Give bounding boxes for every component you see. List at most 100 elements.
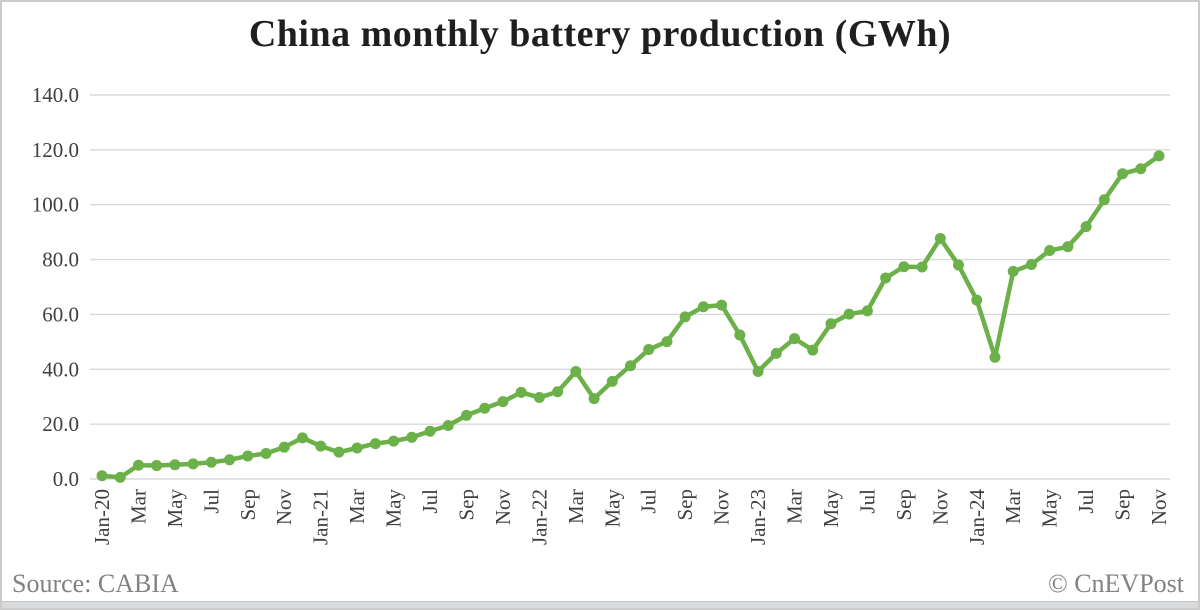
data-point-marker [315,440,327,452]
data-point-marker [1080,221,1092,233]
data-point-marker [570,365,582,377]
x-tick-label: Jan-20 [90,489,114,545]
data-point-marker [187,458,199,470]
data-point-marker [1117,168,1129,180]
chart-title: China monthly battery production (GWh) [248,13,952,55]
data-point-marker [351,442,363,454]
x-tick-label: May [600,489,624,528]
data-point-marker [953,259,965,271]
data-point-marker [369,438,381,450]
x-tick-label: Jul [855,489,879,514]
y-tick-label: 0.0 [53,467,79,491]
x-tick-label: Jan-24 [965,489,989,545]
data-point-marker [388,435,400,447]
y-tick-label: 100.0 [32,193,79,217]
x-tick-label: Nov [928,489,952,526]
x-tick-label: May [163,489,187,528]
data-point-marker [260,447,272,459]
data-point-marker [971,294,983,306]
x-tick-label: Sep [1111,489,1135,521]
data-point-marker [861,305,873,317]
data-point-marker [989,351,1001,363]
data-point-marker [205,456,217,468]
data-point-marker [1135,163,1147,175]
x-tick-label: Jan-23 [746,489,770,545]
x-tick-label: Jan-21 [309,489,333,545]
x-tick-label: Mar [126,489,150,524]
data-point-marker [497,396,509,408]
y-tick-label: 60.0 [42,302,79,326]
x-tick-label: Jul [418,489,442,514]
x-tick-label: Jul [637,489,661,514]
data-point-marker [224,454,236,466]
battery-production-line-chart: 0.0 20.0 40.0 60.0 80.0 100.0 120.0 140.0 Jan-20… [32,83,1171,545]
x-tick-label: Sep [892,489,916,521]
data-point-marker [169,459,181,471]
x-tick-label: Sep [454,489,478,521]
data-point-marker [716,299,728,311]
data-point-marker [1062,241,1074,253]
data-point-marker [679,311,691,323]
data-point-marker [625,360,636,372]
y-tick-label: 140.0 [32,83,79,107]
data-point-marker [424,425,436,437]
data-point-marker [1025,259,1037,271]
y-tick-label: 20.0 [42,412,79,436]
y-tick-label: 40.0 [42,357,79,381]
data-point-marker [825,318,837,330]
x-tick-label: Nov [272,489,296,526]
data-point-marker [734,329,746,341]
data-point-marker [132,459,144,471]
x-tick-label: Mar [564,489,588,524]
data-point-marker [934,232,946,244]
data-point-marker [242,450,254,462]
x-tick-label: Jul [199,489,223,514]
x-tick-label: Nov [491,489,515,526]
x-tick-label: Sep [673,489,697,521]
data-point-marker [843,308,855,320]
copyright-label: © CnEVPost [1047,569,1184,598]
data-point-marker [880,272,892,284]
data-point-marker [479,402,491,414]
x-tick-label: Sep [236,489,260,521]
y-tick-label: 80.0 [42,248,79,272]
data-point-marker [1007,265,1019,277]
data-point-marker [296,432,308,444]
chart-footer: Source: CABIA © CnEVPost [2,565,1198,601]
y-tick-label: 120.0 [32,138,79,162]
data-point-marker [898,261,910,273]
x-tick-label: Nov [710,489,734,526]
data-point-marker [697,301,709,313]
data-point-marker [1098,194,1110,206]
data-point-marker [752,365,764,377]
data-point-marker [96,470,108,482]
x-tick-label: Mar [345,489,369,524]
data-point-marker [533,392,545,404]
x-tick-label: May [382,489,406,528]
x-tick-label: Nov [1147,489,1171,526]
data-point-marker [151,460,163,472]
bottom-accent-bar [2,601,1198,608]
data-point-marker [278,441,290,453]
data-point-marker [643,344,655,356]
data-point-marker [114,471,126,483]
data-point-marker [552,386,564,398]
x-tick-label: May [819,489,843,528]
data-point-marker [770,347,782,359]
source-label: Source: CABIA [12,569,179,598]
data-point-marker [789,333,801,345]
data-point-marker [606,375,618,387]
data-point-marker [661,336,673,348]
data-point-marker [1153,150,1165,162]
x-tick-label: Mar [1001,489,1025,524]
data-point-marker [515,386,527,398]
data-point-marker [442,420,454,432]
data-point-marker [1044,245,1056,257]
data-point-marker [916,261,928,273]
x-tick-label: Mar [783,489,807,524]
x-tick-label: Jul [1074,489,1098,514]
data-point-marker [333,446,345,458]
data-point-marker [406,431,418,443]
x-tick-label: May [1038,489,1062,528]
